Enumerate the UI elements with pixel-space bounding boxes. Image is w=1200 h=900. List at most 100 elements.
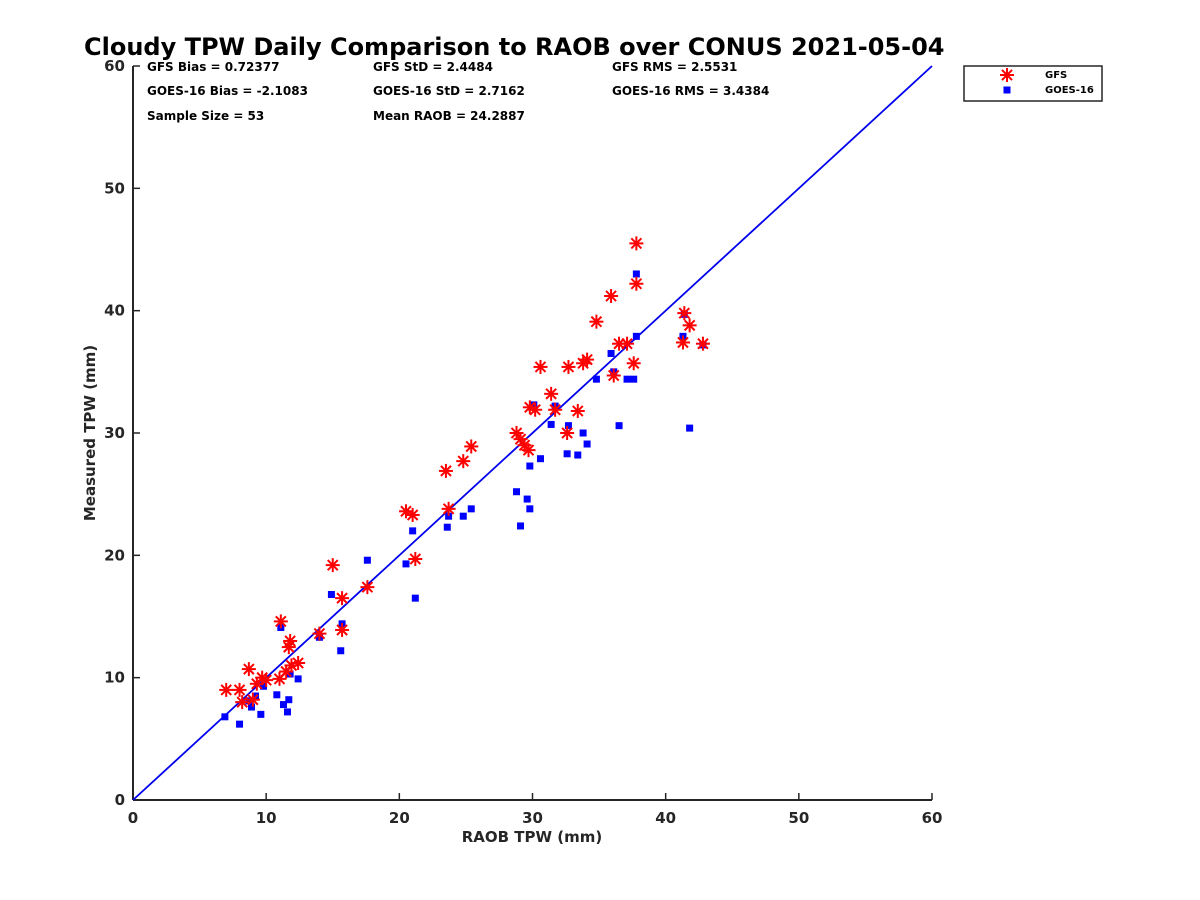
gfs-point bbox=[533, 359, 548, 374]
gfs-point bbox=[580, 352, 595, 367]
y-axis-label: Measured TPW (mm) bbox=[81, 345, 99, 521]
stat-gfs-bias: GFS Bias = 0.72377 bbox=[147, 60, 279, 74]
y-tick-label: 20 bbox=[104, 546, 125, 564]
goes-16-point bbox=[459, 512, 467, 520]
gfs-point bbox=[456, 454, 471, 469]
gfs-point bbox=[235, 695, 250, 710]
legend: GFS GOES-16 bbox=[963, 65, 1103, 102]
goes-16-point bbox=[574, 451, 582, 459]
gfs-point bbox=[259, 673, 274, 688]
gfs-point bbox=[677, 306, 692, 321]
gfs-point bbox=[695, 336, 710, 351]
stat-sample-size: Sample Size = 53 bbox=[147, 109, 264, 123]
x-tick-label: 60 bbox=[922, 809, 943, 827]
stat-gfs-rms: GFS RMS = 2.5531 bbox=[612, 60, 737, 74]
y-tick-label: 60 bbox=[104, 57, 125, 75]
goes-16-point bbox=[236, 720, 244, 728]
goes-16-point bbox=[285, 696, 293, 704]
gfs-point bbox=[408, 552, 423, 567]
gfs-point bbox=[441, 501, 456, 516]
goes-16-point bbox=[409, 527, 417, 535]
goes-16-point bbox=[530, 401, 538, 409]
gfs-point bbox=[335, 591, 350, 606]
legend-label-goes-16: GOES-16 bbox=[1045, 85, 1094, 96]
goes-16-point bbox=[245, 697, 253, 705]
stat-goes-bias: GOES-16 Bias = -2.1083 bbox=[147, 84, 308, 98]
goes-16-point bbox=[579, 429, 587, 437]
goes-16-point bbox=[623, 375, 631, 383]
gfs-point bbox=[620, 336, 635, 351]
stats-block: GFS Bias = 0.72377 GFS StD = 2.4484 GFS … bbox=[147, 60, 769, 123]
gfs-point bbox=[544, 386, 559, 401]
goes-16-point bbox=[564, 422, 572, 430]
goes-16-point bbox=[513, 488, 521, 496]
gfs-point bbox=[360, 580, 375, 595]
gfs-point bbox=[335, 622, 350, 637]
goes-16-point bbox=[402, 560, 410, 568]
legend-box bbox=[963, 65, 1103, 102]
goes-16-point bbox=[607, 349, 615, 357]
legend-gfs-asterisk bbox=[1000, 68, 1014, 82]
y-tick-label: 40 bbox=[104, 302, 125, 320]
goes-16-point bbox=[630, 375, 638, 383]
gfs-point bbox=[325, 558, 340, 573]
gfs-point bbox=[629, 276, 644, 291]
goes-16-point bbox=[467, 505, 475, 513]
goes-16-point bbox=[592, 375, 600, 383]
gfs-point bbox=[405, 507, 420, 522]
goes-16-point bbox=[632, 270, 640, 278]
gfs-point bbox=[629, 236, 644, 251]
axis-ticks: 0 10 20 30 40 50 60 0 10 20 30 40 50 60 bbox=[104, 57, 942, 827]
goes-16-point bbox=[686, 424, 694, 432]
legend-marker-goes-16 bbox=[1003, 86, 1011, 94]
goes-16-point bbox=[632, 332, 640, 340]
stat-goes-std: GOES-16 StD = 2.7162 bbox=[373, 84, 525, 98]
goes-16-point bbox=[363, 556, 371, 564]
goes-16-point bbox=[260, 682, 268, 690]
gfs-point bbox=[283, 633, 298, 648]
x-tick-label: 40 bbox=[655, 809, 676, 827]
goes-16-point bbox=[443, 523, 451, 531]
gfs-point bbox=[560, 426, 575, 440]
goes-16-point bbox=[257, 710, 265, 718]
gfs-point bbox=[312, 626, 327, 641]
gfs-point bbox=[561, 359, 576, 374]
y-tick-label: 10 bbox=[104, 669, 125, 687]
x-axis-label: RAOB TPW (mm) bbox=[462, 828, 603, 846]
x-tick-label: 20 bbox=[389, 809, 410, 827]
gfs-point bbox=[291, 655, 306, 670]
goes-16-point bbox=[294, 675, 302, 683]
stat-goes-rms: GOES-16 RMS = 3.4384 bbox=[612, 84, 769, 98]
gfs-point bbox=[438, 463, 453, 478]
goes-16-point bbox=[221, 713, 229, 721]
x-tick-label: 0 bbox=[128, 809, 138, 827]
goes-16-point bbox=[615, 422, 623, 430]
goes-16-point bbox=[563, 450, 571, 458]
goes-16-point bbox=[283, 708, 291, 716]
gfs-point bbox=[232, 682, 247, 697]
goes-16-point bbox=[279, 701, 287, 709]
chart-title: Cloudy TPW Daily Comparison to RAOB over… bbox=[84, 33, 944, 61]
goes-16-point bbox=[411, 594, 419, 602]
gfs-point bbox=[626, 356, 641, 371]
goes-16-point bbox=[517, 522, 525, 530]
legend-marker-gfs bbox=[1000, 68, 1014, 82]
gfs-point bbox=[606, 368, 621, 383]
gfs-point bbox=[682, 318, 697, 333]
goes-16-point bbox=[337, 647, 345, 655]
gfs-point bbox=[464, 439, 479, 454]
goes-16-point bbox=[536, 455, 544, 463]
goes-16-point bbox=[273, 691, 281, 699]
gfs-point bbox=[589, 314, 604, 329]
stat-gfs-std: GFS StD = 2.4484 bbox=[373, 60, 493, 74]
y-tick-label: 0 bbox=[115, 791, 125, 809]
y-tick-label: 30 bbox=[104, 424, 125, 442]
gfs-point bbox=[245, 692, 260, 707]
legend-goes-16-square bbox=[1003, 86, 1011, 94]
legend-label-gfs: GFS bbox=[1045, 70, 1067, 81]
goes-16-point bbox=[523, 495, 531, 503]
gfs-point bbox=[548, 402, 563, 417]
gfs-point bbox=[273, 614, 288, 629]
